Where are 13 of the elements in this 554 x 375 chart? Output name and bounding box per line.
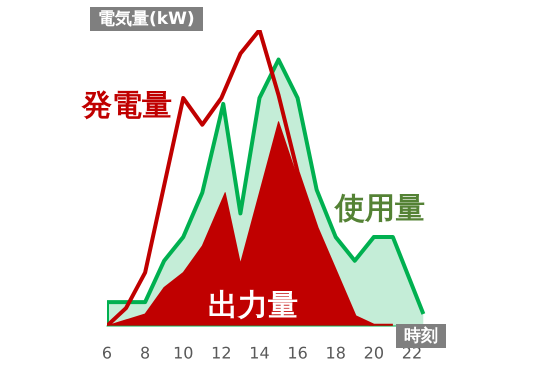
series-label: 発電量 (82, 88, 172, 123)
series-label: 使用量 (335, 191, 425, 226)
x-tick-label: 12 (211, 344, 232, 363)
x-tick-label: 6 (102, 344, 112, 363)
x-axis-title: 時刻 (396, 324, 446, 348)
x-tick-label: 20 (364, 344, 384, 363)
x-tick-label: 18 (326, 344, 346, 363)
x-tick-label: 8 (140, 344, 150, 363)
x-tick-label: 16 (287, 344, 308, 363)
series-label: 出力量 (208, 288, 298, 323)
x-tick-label: 14 (249, 344, 270, 363)
y-axis-title: 電気量(kW) (90, 7, 203, 31)
x-tick-label: 10 (173, 344, 194, 363)
